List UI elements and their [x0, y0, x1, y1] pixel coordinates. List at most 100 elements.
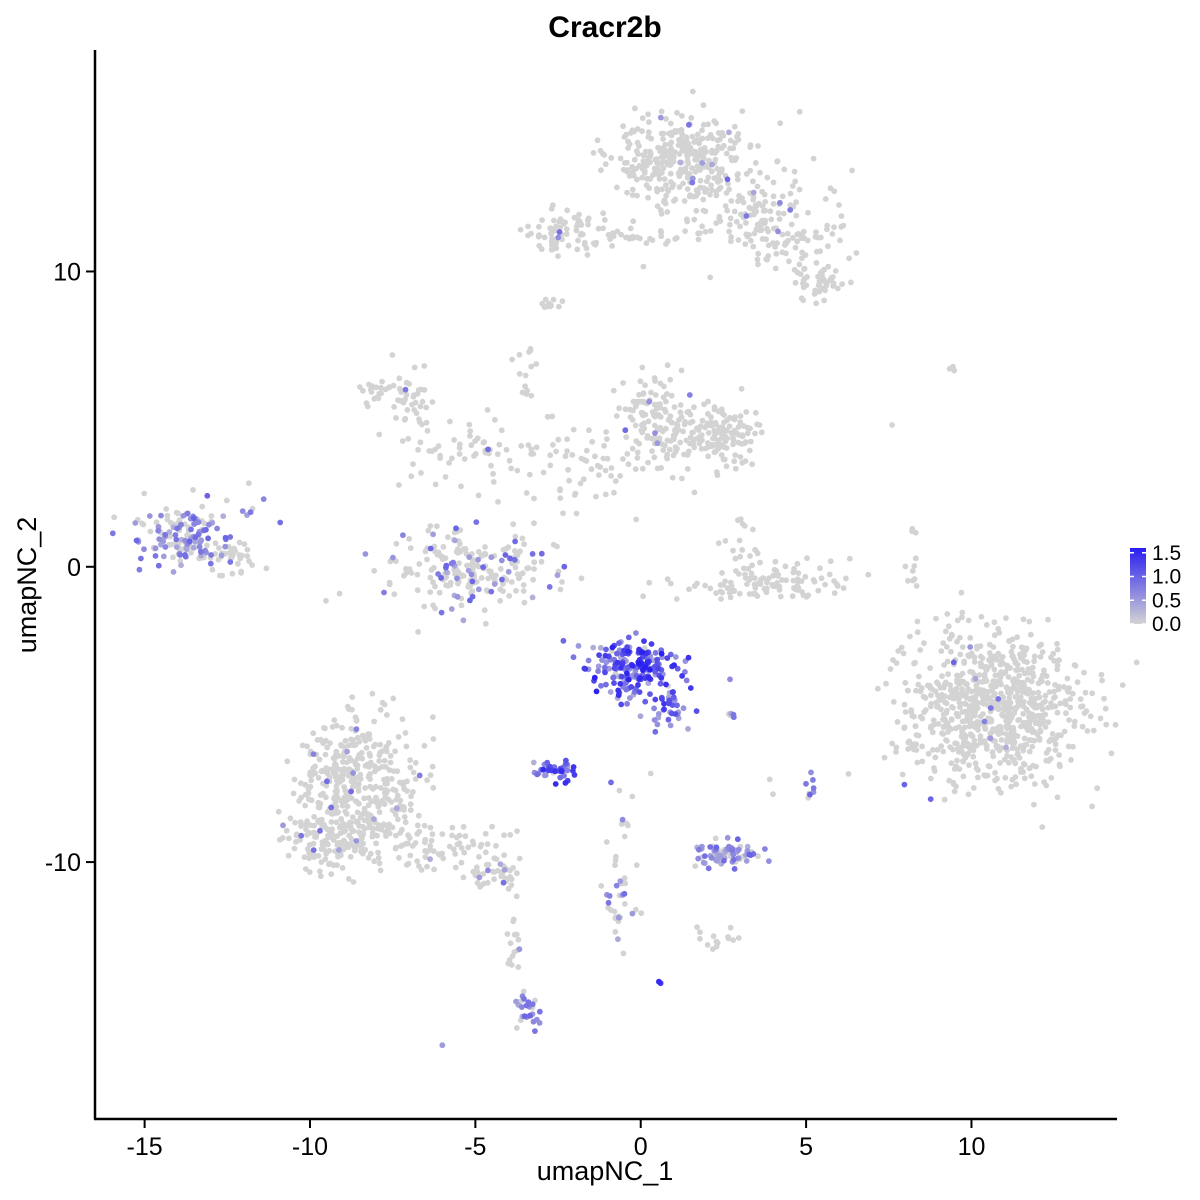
cell-point — [453, 548, 460, 555]
cell-point — [158, 512, 164, 519]
cell-point — [697, 929, 703, 936]
cell-point — [520, 988, 527, 995]
cell-point — [800, 284, 807, 291]
cell-point — [450, 559, 456, 566]
cell-point — [532, 1028, 538, 1034]
cell-point — [636, 660, 642, 667]
cell-point — [795, 570, 802, 576]
cell-point — [705, 453, 711, 460]
cell-point — [1035, 689, 1042, 696]
cell-point — [726, 129, 732, 136]
cell-point — [520, 582, 527, 588]
cell-point — [412, 399, 419, 406]
cell-point — [345, 844, 352, 851]
cell-point — [575, 237, 581, 244]
cell-point — [292, 819, 298, 826]
cell-point — [636, 391, 642, 398]
cell-point — [513, 998, 519, 1005]
cell-point — [389, 352, 396, 358]
cell-point — [645, 111, 651, 118]
cell-point — [734, 176, 741, 183]
cell-point — [846, 255, 852, 262]
cell-point — [501, 852, 507, 859]
cell-point — [730, 435, 736, 442]
cell-point — [427, 545, 434, 552]
cell-point — [1008, 727, 1015, 734]
cell-point — [1013, 667, 1019, 673]
cell-point — [514, 828, 520, 834]
cell-point — [371, 816, 377, 822]
cell-point — [801, 265, 808, 272]
cell-point — [1010, 643, 1016, 650]
cell-point — [652, 392, 659, 398]
cell-point — [667, 376, 674, 383]
cell-point — [247, 509, 254, 516]
cell-point — [618, 701, 625, 708]
cell-point — [967, 644, 974, 650]
cell-point — [1031, 801, 1037, 808]
cell-point — [689, 88, 696, 95]
cell-point — [596, 652, 602, 658]
cell-point — [746, 204, 753, 211]
cell-point — [697, 230, 703, 237]
cell-point — [930, 747, 936, 753]
cell-point — [678, 414, 685, 420]
cell-point — [528, 392, 535, 399]
cell-point — [974, 699, 981, 706]
cell-point — [525, 565, 532, 571]
cell-point — [653, 412, 660, 418]
cell-point — [381, 589, 387, 596]
cell-point — [784, 230, 791, 237]
cell-point — [750, 526, 756, 533]
cell-point — [547, 452, 554, 459]
cell-point — [1005, 674, 1012, 680]
cell-point — [1031, 653, 1038, 660]
cell-point — [954, 638, 960, 645]
cell-point — [544, 413, 551, 420]
cell-point — [164, 512, 171, 519]
cell-point — [639, 165, 646, 172]
cell-point — [339, 802, 346, 809]
cell-point — [652, 378, 658, 384]
cell-point — [665, 238, 671, 245]
cell-point — [480, 552, 487, 558]
cell-point — [332, 788, 339, 795]
cell-point — [680, 705, 687, 712]
cell-point — [689, 133, 696, 140]
cell-point — [220, 513, 227, 520]
cell-point — [365, 795, 372, 801]
cell-point — [722, 538, 729, 544]
cell-point — [1021, 742, 1028, 749]
cell-point — [893, 749, 899, 755]
cell-point — [277, 836, 283, 843]
cell-point — [424, 556, 430, 563]
cell-point — [387, 830, 393, 837]
cell-point — [571, 214, 578, 221]
cell-point — [657, 680, 664, 687]
cell-point — [596, 472, 602, 478]
cell-point — [528, 446, 535, 453]
cell-point — [740, 199, 747, 206]
cell-point — [805, 209, 811, 216]
cell-point — [610, 674, 617, 681]
cell-point — [927, 665, 933, 671]
cell-point — [424, 848, 430, 855]
cell-point — [991, 690, 998, 697]
cell-point — [645, 418, 652, 425]
cell-point — [416, 561, 423, 567]
cell-point — [731, 208, 738, 215]
cell-point — [782, 563, 789, 570]
cell-point — [725, 935, 732, 942]
cell-point — [550, 202, 556, 209]
cell-point — [1052, 682, 1058, 688]
cell-point — [417, 439, 424, 446]
cell-point — [765, 242, 772, 249]
cell-point — [657, 207, 664, 213]
cell-point — [901, 701, 908, 708]
cell-point — [529, 1001, 536, 1008]
cell-point — [440, 544, 447, 550]
cell-point — [430, 736, 437, 742]
cell-point — [548, 246, 555, 253]
cell-point — [565, 242, 572, 249]
cell-point — [553, 245, 560, 252]
